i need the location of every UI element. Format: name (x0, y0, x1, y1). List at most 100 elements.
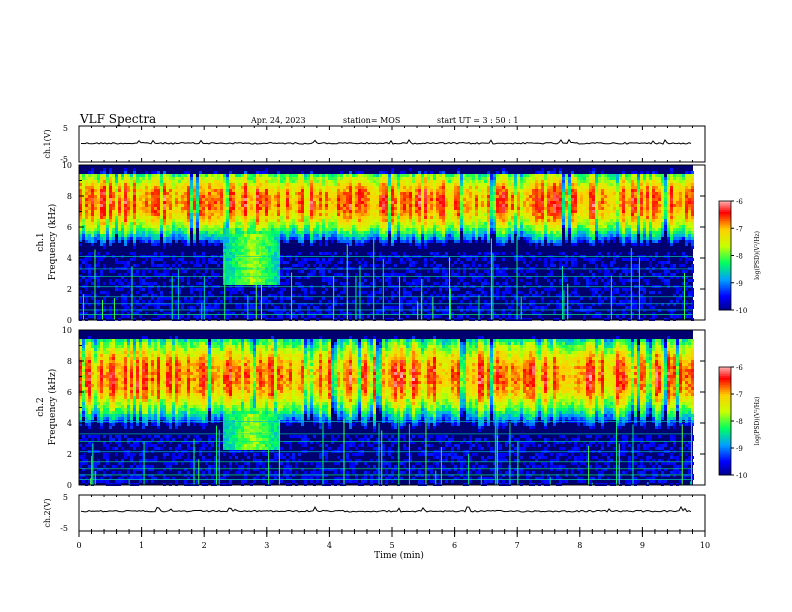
spectrogram-cell (136, 174, 139, 177)
spectrogram-cell (391, 240, 394, 243)
spectrogram-cell (358, 171, 361, 174)
spectrogram-cell (151, 219, 154, 222)
spectrogram-cell (490, 231, 493, 234)
spectrogram-cell (343, 204, 346, 207)
spectrogram-cell (277, 228, 280, 231)
spectrogram-cell (319, 309, 322, 312)
spectrogram-cell (253, 201, 256, 204)
spectrogram-cell (439, 225, 442, 228)
spectrogram-cell (454, 216, 457, 219)
spectrogram-cell (373, 174, 376, 177)
spectrogram-cell (208, 183, 211, 186)
spectrogram-cell (433, 186, 436, 189)
spectrogram-cell (460, 201, 463, 204)
spectrogram-cell (481, 309, 484, 312)
spectrogram-cell (262, 192, 265, 195)
spectrogram-cell (277, 174, 280, 177)
spectrogram-cell (391, 234, 394, 237)
spectrogram-cell (325, 210, 328, 213)
spectrogram-cell (295, 237, 298, 240)
spectrogram-cell (151, 258, 154, 261)
spectrogram-cell (91, 204, 94, 207)
spectrogram-cell (289, 237, 292, 240)
spectrogram-cell (151, 192, 154, 195)
spectrogram-cell (160, 174, 163, 177)
spectrogram-cell (85, 216, 88, 219)
spectrogram-cell (271, 213, 274, 216)
spectrogram-cell (196, 195, 199, 198)
spectrogram-cell (175, 300, 178, 303)
spectrogram-cell (427, 207, 430, 210)
spectrogram-cell (352, 237, 355, 240)
spectrogram-cell (244, 174, 247, 177)
spectrogram-cell (481, 288, 484, 291)
spectrogram-cell (457, 306, 460, 309)
spectrogram-cell (337, 210, 340, 213)
spectrogram-cell (412, 306, 415, 309)
spectrogram-cell (367, 225, 370, 228)
spectrogram-cell (379, 213, 382, 216)
spectrogram-cell (424, 291, 427, 294)
spectrogram-cell (379, 288, 382, 291)
spectrogram-cell (271, 180, 274, 183)
spectrogram-cell (103, 204, 106, 207)
spectrogram-cell (310, 222, 313, 225)
spectrogram-cell (205, 189, 208, 192)
spectrogram-cell (313, 273, 316, 276)
spectrogram-cell (487, 228, 490, 231)
spectrogram-cell (490, 198, 493, 201)
spectrogram-cell (121, 219, 124, 222)
spectrogram-cell (331, 231, 334, 234)
spectrogram-cell (499, 219, 502, 222)
spectrogram-cell (448, 216, 451, 219)
spectrogram-cell (118, 210, 121, 213)
spectrogram-cell (271, 288, 274, 291)
spectrogram-cell (241, 276, 244, 279)
spectrogram-cell (463, 198, 466, 201)
spectrogram-cell (247, 237, 250, 240)
spectrogram-cell (364, 222, 367, 225)
spectrogram-cell (184, 210, 187, 213)
spectrogram-cell (94, 210, 97, 213)
spectrogram-cell (100, 174, 103, 177)
spectrogram-cell (436, 234, 439, 237)
spectrogram-cell (340, 198, 343, 201)
spectrogram-cell (469, 306, 472, 309)
spectrogram-cell (130, 222, 133, 225)
spectrogram-cell (331, 306, 334, 309)
spectrogram-cell (265, 258, 268, 261)
spectrogram-cell (199, 183, 202, 186)
spectrogram-cell (403, 198, 406, 201)
spectrogram-cell (265, 243, 268, 246)
spectrogram-cell (475, 204, 478, 207)
spectrogram-cell (472, 195, 475, 198)
spectrogram-cell (322, 195, 325, 198)
spectrogram-cell (169, 189, 172, 192)
spectrogram-cell (394, 207, 397, 210)
spectrogram-cell (442, 219, 445, 222)
spectrogram-cell (241, 261, 244, 264)
spectrogram-cell (409, 222, 412, 225)
spectrogram-cell (94, 177, 97, 180)
spectrogram-cell (313, 234, 316, 237)
spectrogram-cell (103, 225, 106, 228)
spectrogram-cell (472, 192, 475, 195)
spectrogram-cell (133, 195, 136, 198)
spectrogram-cell (376, 183, 379, 186)
spectrogram-cell (175, 183, 178, 186)
spectrogram-cell (154, 171, 157, 174)
spectrogram-cell (349, 228, 352, 231)
spectrogram-cell (445, 213, 448, 216)
spectrogram-cell (451, 198, 454, 201)
spectrogram-cell (196, 270, 199, 273)
spectrogram-cell (106, 237, 109, 240)
spectrogram-cell (268, 249, 271, 252)
spectrogram-cell (505, 189, 508, 192)
spectrogram-cell (244, 303, 247, 306)
spectrogram-cell (430, 183, 433, 186)
spectrogram-cell (307, 195, 310, 198)
spectrogram-cell (409, 216, 412, 219)
spectrogram-cell (502, 204, 505, 207)
spectrogram-cell (307, 297, 310, 300)
spectrogram-cell (271, 228, 274, 231)
